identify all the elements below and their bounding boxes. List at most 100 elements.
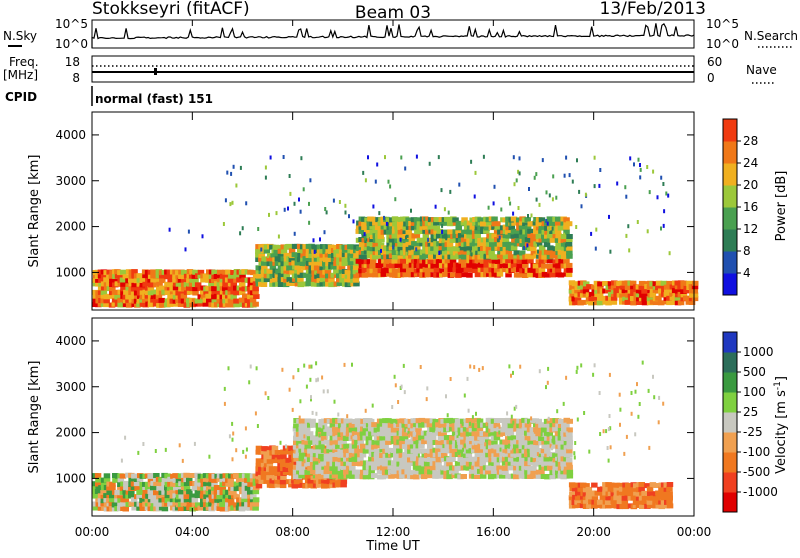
echo-cell	[418, 465, 426, 471]
echo-cell	[247, 294, 254, 300]
echo-cell	[510, 263, 518, 269]
echo-cell	[244, 502, 251, 508]
echo-cell	[258, 256, 265, 262]
echo-cell	[449, 469, 456, 475]
echo-cell	[268, 212, 270, 217]
echo-cell	[461, 262, 468, 268]
echo-cell	[373, 453, 381, 459]
echo-cell	[529, 444, 537, 450]
echo-cell	[462, 443, 470, 449]
echo-cell	[422, 224, 429, 230]
echo-cell	[580, 363, 583, 368]
echo-cell	[309, 178, 312, 183]
echo-cell	[401, 435, 409, 441]
echo-cell	[479, 447, 486, 453]
echo-cell	[229, 202, 232, 207]
echo-cell	[356, 246, 363, 251]
echo-cell	[332, 465, 339, 471]
echo-cell	[580, 204, 583, 209]
echo-cell	[348, 214, 350, 219]
echo-cell	[294, 273, 301, 279]
nsearch-label: N.Search	[744, 29, 798, 43]
echo-cell	[489, 241, 496, 247]
echo-cell	[376, 461, 383, 467]
echo-cell	[372, 272, 379, 278]
echo-cell	[415, 448, 423, 454]
echo-cell	[430, 465, 437, 471]
echo-cell	[111, 301, 118, 307]
echo-cell	[582, 288, 590, 294]
echo-cell	[471, 431, 478, 437]
echo-cell	[599, 168, 602, 172]
echo-cell	[164, 493, 172, 499]
echo-cell	[112, 477, 119, 483]
echo-cell	[387, 464, 394, 470]
echo-cell	[623, 451, 626, 456]
echo-cell	[496, 465, 503, 471]
echo-cell	[397, 233, 404, 239]
echo-cell	[223, 401, 226, 406]
echo-cell	[566, 418, 573, 424]
colorbar-tick-label: 500	[743, 365, 766, 379]
echo-cell	[395, 250, 398, 255]
echo-cell	[527, 439, 534, 445]
colorbar-swatch	[723, 229, 737, 252]
echo-cell	[275, 269, 282, 275]
echo-cell	[255, 248, 262, 254]
echo-cell	[458, 245, 466, 251]
echo-cell	[342, 436, 350, 441]
echo-cell	[394, 383, 397, 388]
echo-cell	[181, 458, 184, 463]
echo-cell	[211, 477, 218, 483]
echo-cell	[576, 158, 578, 163]
echo-cell	[300, 252, 307, 258]
echo-cell	[547, 416, 550, 421]
echo-cell	[258, 273, 266, 279]
echo-cell	[505, 229, 512, 235]
echo-cell	[252, 301, 259, 307]
echo-cell	[538, 273, 545, 278]
echo-cell	[447, 229, 454, 235]
echo-cell	[137, 450, 140, 455]
echo-cell	[380, 220, 387, 226]
velocity-heatmap	[92, 360, 674, 512]
echo-cell	[455, 253, 462, 259]
echo-cell	[535, 243, 537, 248]
echo-cell	[244, 485, 252, 491]
echo-cell	[277, 234, 280, 239]
echo-cell	[390, 448, 398, 453]
colorbar-swatch	[723, 472, 737, 493]
echo-cell	[486, 220, 493, 226]
echo-cell	[194, 282, 202, 288]
echo-cell	[376, 423, 384, 428]
echo-cell	[189, 473, 196, 478]
echo-cell	[660, 499, 668, 505]
echo-cell	[266, 463, 274, 468]
echo-cell	[477, 241, 484, 247]
echo-cell	[415, 465, 422, 471]
echo-cell	[298, 443, 305, 449]
echo-cell	[479, 431, 486, 436]
echo-cell	[390, 431, 397, 436]
echo-cell	[184, 247, 187, 252]
echo-cell	[521, 259, 529, 264]
echo-cell	[488, 428, 491, 433]
echo-cell	[568, 173, 571, 178]
echo-cell	[255, 278, 262, 283]
echo-cell	[352, 265, 360, 271]
echo-cell	[585, 495, 592, 501]
echo-cell	[297, 368, 300, 373]
echo-cell	[211, 286, 218, 292]
echo-cell	[492, 201, 495, 206]
echo-cell	[424, 262, 432, 268]
echo-cell	[302, 249, 309, 254]
echo-cell	[493, 435, 501, 441]
echo-cell	[688, 300, 696, 305]
y-tick-label: 4000	[55, 334, 86, 348]
echo-cell	[427, 469, 434, 475]
colorbar-swatch	[723, 141, 737, 164]
echo-cell	[491, 245, 498, 251]
echo-cell	[616, 482, 624, 488]
echo-cell	[263, 450, 270, 456]
echo-cell	[428, 267, 435, 273]
